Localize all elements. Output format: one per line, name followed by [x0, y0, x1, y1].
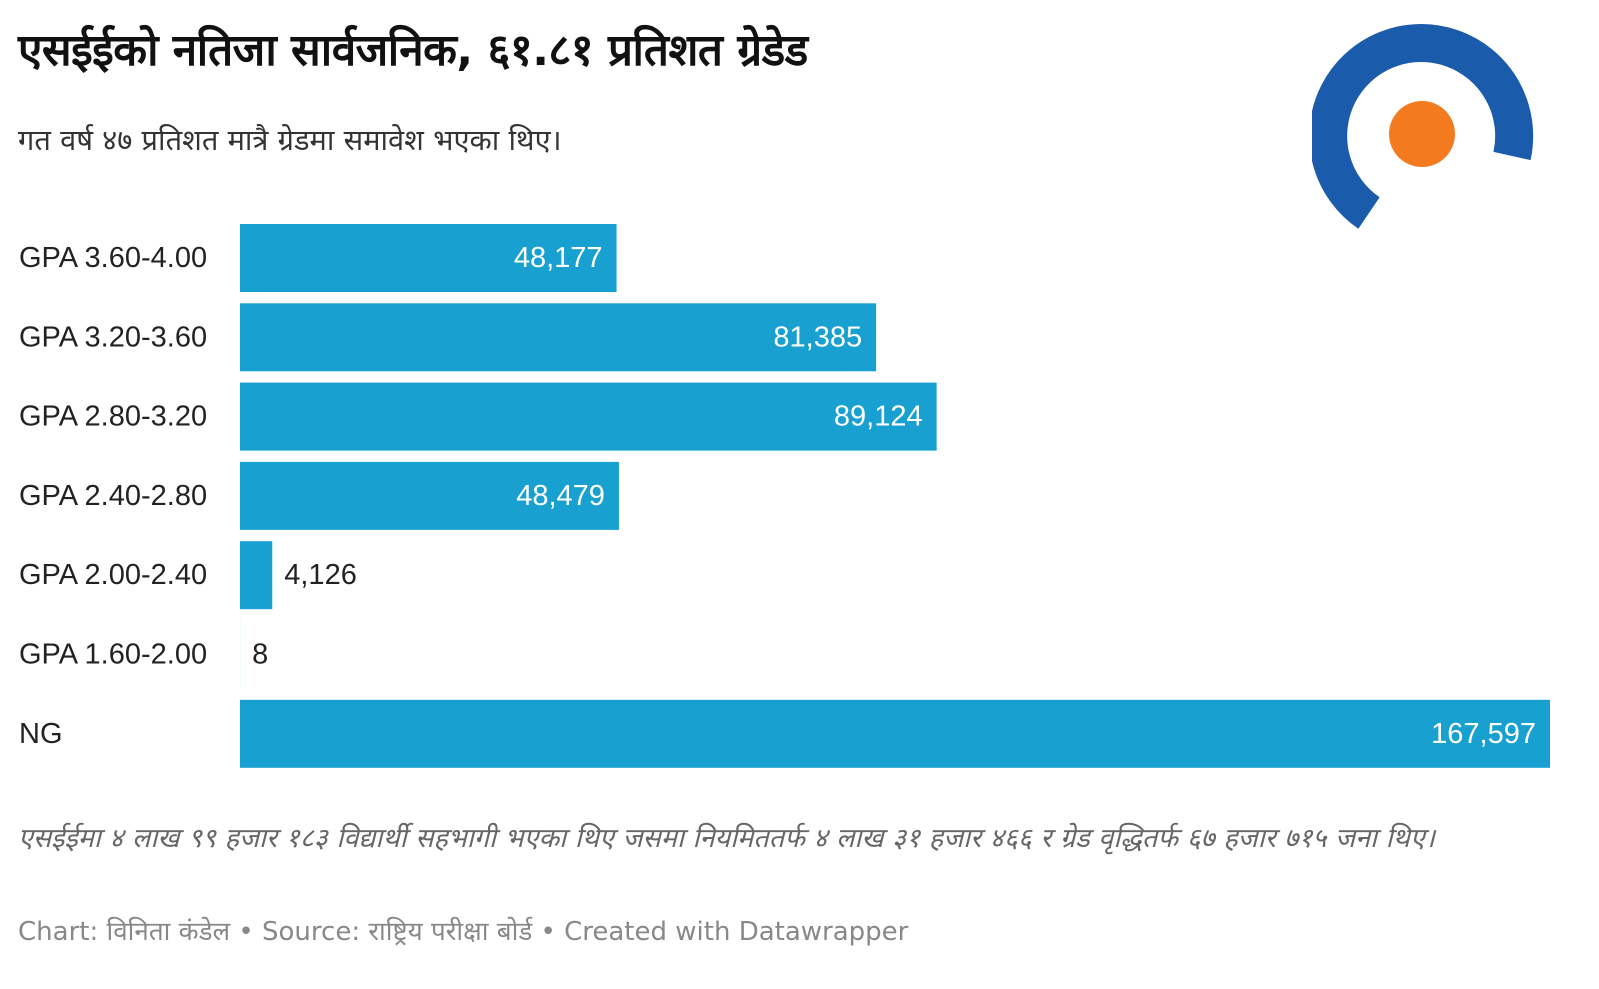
category-label: GPA 3.20-3.60	[19, 321, 207, 353]
category-label: GPA 2.80-3.20	[19, 401, 207, 433]
bar	[240, 382, 937, 451]
value-label: 48,177	[514, 242, 603, 274]
value-label: 81,385	[773, 321, 862, 353]
chart-subtitle: गत वर्ष ४७ प्रतिशत मात्रै ग्रेडमा समावेश…	[18, 123, 562, 157]
bar	[240, 461, 619, 530]
category-label: GPA 3.60-4.00	[19, 242, 207, 274]
category-label: GPA 1.60-2.00	[19, 639, 207, 671]
value-label: 89,124	[834, 401, 923, 433]
value-label: 4,126	[284, 559, 357, 591]
chart-note: एसईईमा ४ लाख ९९ हजार १८३ विद्यार्थी सहभा…	[18, 823, 1436, 854]
bar-chart: GPA 3.60-4.00 48,177 GPA 3.20-3.60 81,385 GP…	[19, 224, 1550, 768]
bar	[240, 303, 877, 372]
category-label: NG	[19, 718, 63, 750]
logo-ring	[1312, 24, 1534, 229]
value-label: 8	[252, 639, 268, 671]
bar	[240, 699, 1550, 768]
value-label: 167,597	[1431, 718, 1536, 750]
chart-title: एसईईको नतिजा सार्वजनिक, ६१.८१ प्रतिशत ग्…	[18, 25, 808, 76]
category-label: GPA 2.00-2.40	[19, 559, 207, 591]
value-label: 48,479	[516, 480, 605, 512]
bar	[240, 224, 617, 292]
category-label: GPA 2.40-2.80	[19, 480, 207, 512]
bar	[240, 541, 273, 610]
logo-dot	[1389, 101, 1455, 167]
chart-footer: Chart: विनिता कंडेल • Source: राष्ट्रिय …	[18, 917, 909, 947]
logo-p-icon	[1312, 24, 1534, 229]
